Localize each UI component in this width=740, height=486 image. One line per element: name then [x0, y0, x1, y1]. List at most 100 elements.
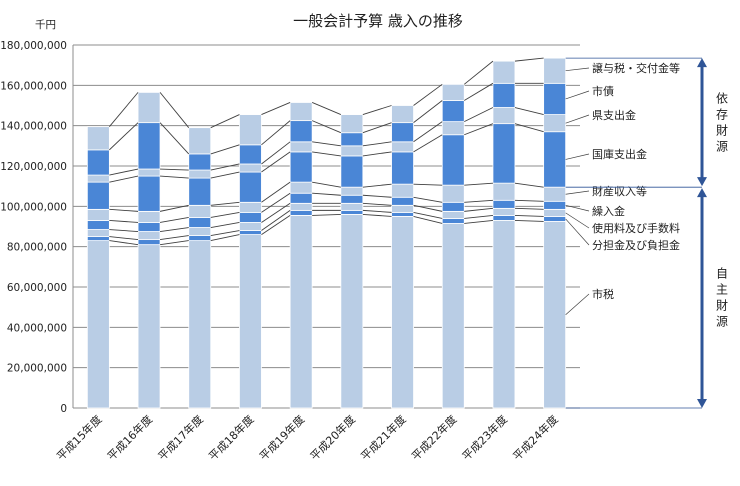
- bar-segment: [340, 209, 364, 215]
- bar-segment: [137, 175, 161, 212]
- y-tick-label: 20,000,000: [7, 363, 67, 375]
- bar-segment: [137, 239, 161, 246]
- bar-segment: [391, 183, 414, 198]
- bar-segment: [391, 211, 414, 217]
- series-connector: [159, 204, 189, 212]
- series-connector: [413, 183, 443, 186]
- series-connector: [210, 171, 240, 179]
- series-connector: [109, 220, 139, 223]
- bar-segment: [239, 114, 262, 146]
- label-leader: [565, 204, 590, 212]
- bar-segment: [543, 114, 567, 133]
- series-connector: [362, 105, 392, 116]
- series-connector: [210, 230, 240, 237]
- series-connector: [514, 182, 544, 188]
- x-tick-label: 平成20年度: [307, 412, 358, 463]
- series-connector: [311, 120, 342, 134]
- segment-label: 財産収入等: [592, 184, 647, 198]
- bar-segment: [289, 215, 313, 409]
- bar-segment: [391, 216, 414, 409]
- series-connector: [413, 100, 443, 123]
- label-leader: [565, 67, 590, 72]
- series-connector: [413, 204, 443, 212]
- bar-segment: [441, 100, 465, 123]
- bar-segment: [391, 105, 414, 124]
- y-tick-label: 80,000,000: [7, 242, 67, 254]
- series-connector: [109, 168, 139, 176]
- series-connector: [413, 196, 443, 203]
- series-connector: [261, 215, 291, 235]
- series-connector: [261, 141, 291, 165]
- bar-segment: [441, 121, 465, 136]
- label-leader: [565, 190, 590, 195]
- series-connector: [261, 192, 291, 213]
- bar-segment: [86, 181, 110, 210]
- segment-label: 分担金及び負担金: [592, 238, 680, 252]
- bar-segment: [86, 236, 110, 242]
- series-connector: [261, 181, 291, 203]
- series-connector: [261, 209, 291, 231]
- plot-area: 0 20,000,000 40,000,000 60,000,000 80,000,00…: [0, 40, 728, 463]
- group-label-independent: 自主財源: [716, 267, 728, 329]
- series-connector: [159, 216, 189, 223]
- series-connector: [312, 151, 341, 157]
- bar-segment: [239, 163, 262, 173]
- bar-segment: [86, 208, 110, 221]
- dependent-arrow-head-down: [697, 177, 707, 187]
- bar-segment: [137, 231, 161, 241]
- series-connector: [413, 215, 443, 224]
- y-unit-label: 千円: [35, 19, 56, 31]
- y-tick-label: 100,000,000: [0, 201, 67, 213]
- y-tick-label: 40,000,000: [7, 322, 67, 334]
- bar-segment: [289, 192, 313, 204]
- dependent-arrow-head-up: [697, 58, 707, 68]
- bar-segment: [239, 211, 262, 223]
- series-connector: [514, 220, 544, 222]
- x-tick-label: 平成19年度: [256, 412, 307, 463]
- bar-segment: [239, 201, 262, 213]
- bar-segment: [441, 218, 465, 224]
- bar-segment: [188, 177, 212, 206]
- label-leader: [565, 212, 590, 229]
- bar-segment: [492, 107, 516, 125]
- bar-segment: [543, 131, 567, 188]
- series-connector: [159, 92, 190, 128]
- bar-segment: [137, 244, 161, 409]
- bar-segment: [188, 240, 212, 409]
- series-connector: [463, 60, 494, 85]
- label-leader: [565, 153, 590, 160]
- segment-label: 譲与税・交付金等: [592, 61, 680, 75]
- bar-segment: [86, 240, 110, 409]
- independent-arrow-head-down: [697, 399, 707, 408]
- bar-segment: [239, 230, 262, 235]
- series-connector: [362, 122, 392, 134]
- bar-segment: [86, 149, 110, 176]
- bar-segment: [492, 60, 516, 84]
- series-connector: [464, 123, 494, 136]
- series-connector: [514, 57, 544, 62]
- series-connector: [109, 92, 139, 127]
- series-connector: [464, 214, 493, 219]
- series-connector: [160, 168, 189, 171]
- series-connector: [362, 209, 392, 213]
- bar-segment: [239, 222, 262, 231]
- bar-segment: [289, 102, 313, 122]
- series-connector: [464, 82, 494, 101]
- independent-arrow-head-up: [697, 188, 707, 198]
- x-tick-label: 平成17年度: [155, 412, 206, 463]
- series-connector: [210, 222, 240, 228]
- label-leader: [565, 90, 590, 100]
- x-tick-label: 平成23年度: [459, 412, 510, 463]
- bar-segment: [492, 199, 516, 209]
- bar-segment: [289, 151, 313, 183]
- bar-segment: [441, 210, 465, 219]
- series-connector: [312, 141, 341, 147]
- series-connector: [159, 235, 189, 241]
- series-connector: [210, 211, 240, 218]
- series-connector: [464, 220, 493, 224]
- x-tick-label: 平成21年度: [358, 412, 409, 463]
- bar-segment: [391, 196, 414, 206]
- bar-segment: [340, 145, 364, 157]
- segment-label: 使用料及び手数料: [592, 221, 680, 235]
- bar-segment: [239, 144, 262, 165]
